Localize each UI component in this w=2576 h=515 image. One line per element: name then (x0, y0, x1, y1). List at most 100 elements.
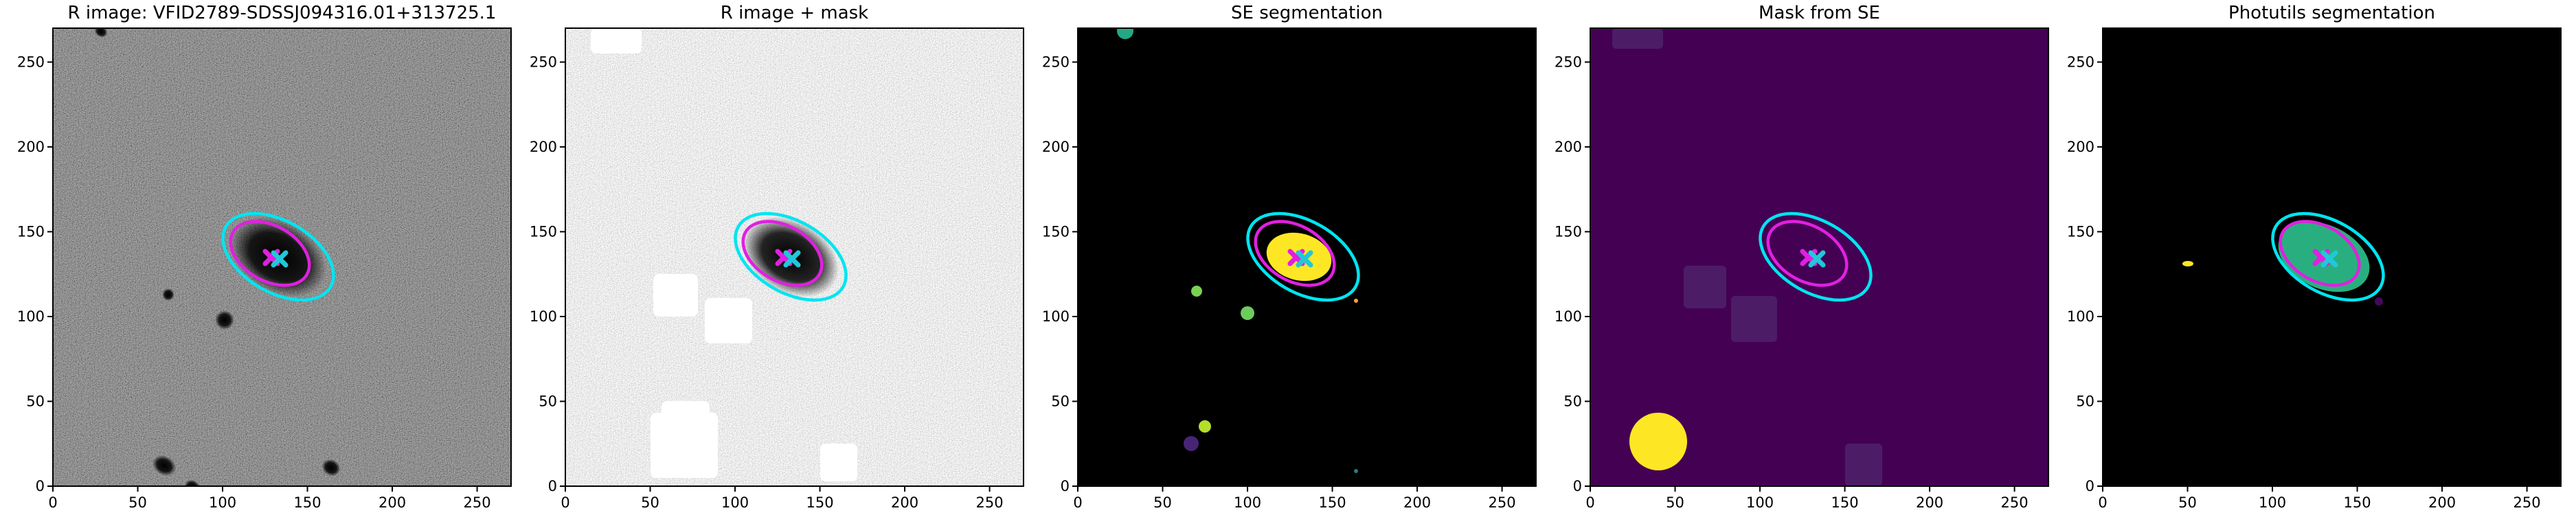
y-tick-label: 200 (1555, 139, 1582, 155)
outer-ellipse (221, 211, 335, 302)
center-marker (271, 250, 289, 268)
mask (705, 298, 752, 343)
x-tick-label: 250 (976, 494, 1004, 511)
source (184, 479, 201, 486)
segment (1241, 306, 1254, 320)
image-area (53, 28, 511, 486)
panel: SE segmentation 0 50 100 150 200 250 0 50 100 150 2… (1042, 3, 1537, 511)
y-tick-label: 200 (17, 139, 45, 155)
mask (591, 28, 642, 54)
inner-ellipse (229, 220, 311, 287)
x-tick-label: 50 (641, 494, 659, 511)
y-tick-label: 50 (1563, 393, 1582, 409)
segment (1184, 436, 1199, 451)
x-tick-label: 150 (1831, 494, 1859, 511)
outer-ellipse (2271, 211, 2385, 302)
inner-ellipse (2279, 220, 2361, 287)
mask (820, 444, 857, 481)
segment (1354, 469, 1358, 473)
axes-frame (565, 27, 1024, 487)
image-area (2103, 28, 2561, 486)
segment (2375, 297, 2383, 306)
axes-frame (52, 27, 512, 487)
y-tick-label: 150 (1042, 223, 1070, 240)
mask-region (1731, 296, 1777, 342)
x-tick-label: 50 (128, 494, 147, 511)
panel-title: Photutils segmentation (2228, 3, 2435, 23)
mask (653, 274, 698, 317)
x-tick-label: 100 (1234, 494, 1261, 511)
y-tick-label: 250 (530, 54, 557, 70)
center-marker (1296, 250, 1313, 268)
y-tick-label: 150 (1555, 223, 1582, 240)
x-tick-label: 150 (2344, 494, 2371, 511)
mask (662, 401, 710, 428)
y-tick-label: 0 (2086, 478, 2094, 494)
inner-ellipse (1254, 220, 1336, 287)
segment (1199, 420, 1211, 433)
y-tick-label: 150 (530, 223, 557, 240)
x-tick-label: 0 (48, 494, 57, 511)
outer-ellipse (1246, 211, 1360, 302)
panel: R image: VFID2789-SDSSJ094316.01+313725.… (17, 3, 512, 511)
x-tick-label: 200 (1916, 494, 1943, 511)
outer-ellipse (1759, 211, 1873, 302)
panel-title: SE segmentation (1231, 3, 1383, 23)
image-area (565, 28, 1024, 486)
panel-title: R image + mask (721, 3, 869, 23)
source (162, 288, 175, 301)
mask (651, 413, 718, 478)
y-tick-label: 100 (1042, 308, 1070, 325)
x-tick-label: 100 (721, 494, 749, 511)
y-tick-label: 50 (539, 393, 557, 409)
y-tick-label: 100 (1555, 308, 1582, 325)
x-tick-label: 250 (2001, 494, 2029, 511)
x-tick-label: 100 (2259, 494, 2286, 511)
source (152, 455, 177, 477)
inner-ellipse (741, 220, 824, 287)
y-tick-label: 0 (1573, 478, 1582, 494)
x-tick-label: 0 (2098, 494, 2107, 511)
x-tick-label: 200 (379, 494, 406, 511)
source (215, 310, 234, 330)
source (321, 459, 341, 477)
x-tick-label: 100 (209, 494, 236, 511)
y-tick-label: 250 (1042, 54, 1070, 70)
y-tick-label: 200 (530, 139, 557, 155)
y-tick-label: 0 (548, 478, 557, 494)
panel: R image + mask 0 50 100 150 200 250 0 50 100 150 20… (530, 3, 1024, 511)
segment (1354, 299, 1358, 303)
inner-ellipse (1766, 220, 1849, 287)
y-tick-label: 100 (530, 308, 557, 325)
x-tick-label: 150 (806, 494, 834, 511)
axes-frame (2102, 27, 2562, 487)
panel-title: Mask from SE (1759, 3, 1880, 23)
y-tick-label: 100 (17, 308, 45, 325)
y-tick-label: 0 (36, 478, 45, 494)
panel: Photutils segmentation 0 50 100 150 200 250 0 50… (2067, 3, 2562, 511)
mask-region (1612, 28, 1663, 49)
mask-region (1684, 266, 1726, 308)
axes-frame (1590, 27, 2049, 487)
x-tick-label: 0 (561, 494, 569, 511)
y-tick-label: 100 (2067, 308, 2094, 325)
y-tick-label: 50 (26, 393, 45, 409)
center-marker (783, 250, 801, 268)
x-tick-label: 200 (891, 494, 918, 511)
image-area (1078, 28, 1536, 486)
center-marker (1808, 250, 1826, 268)
x-tick-label: 200 (1403, 494, 1431, 511)
y-tick-label: 150 (2067, 223, 2094, 240)
segment (2182, 261, 2193, 266)
center-marker (2320, 250, 2338, 268)
y-tick-label: 50 (1051, 393, 1070, 409)
outer-ellipse (734, 211, 848, 302)
x-tick-label: 100 (1746, 494, 1774, 511)
y-tick-label: 250 (17, 54, 45, 70)
x-tick-label: 150 (1319, 494, 1346, 511)
x-tick-label: 50 (2178, 494, 2197, 511)
x-tick-label: 0 (1585, 494, 1594, 511)
x-tick-label: 250 (464, 494, 491, 511)
